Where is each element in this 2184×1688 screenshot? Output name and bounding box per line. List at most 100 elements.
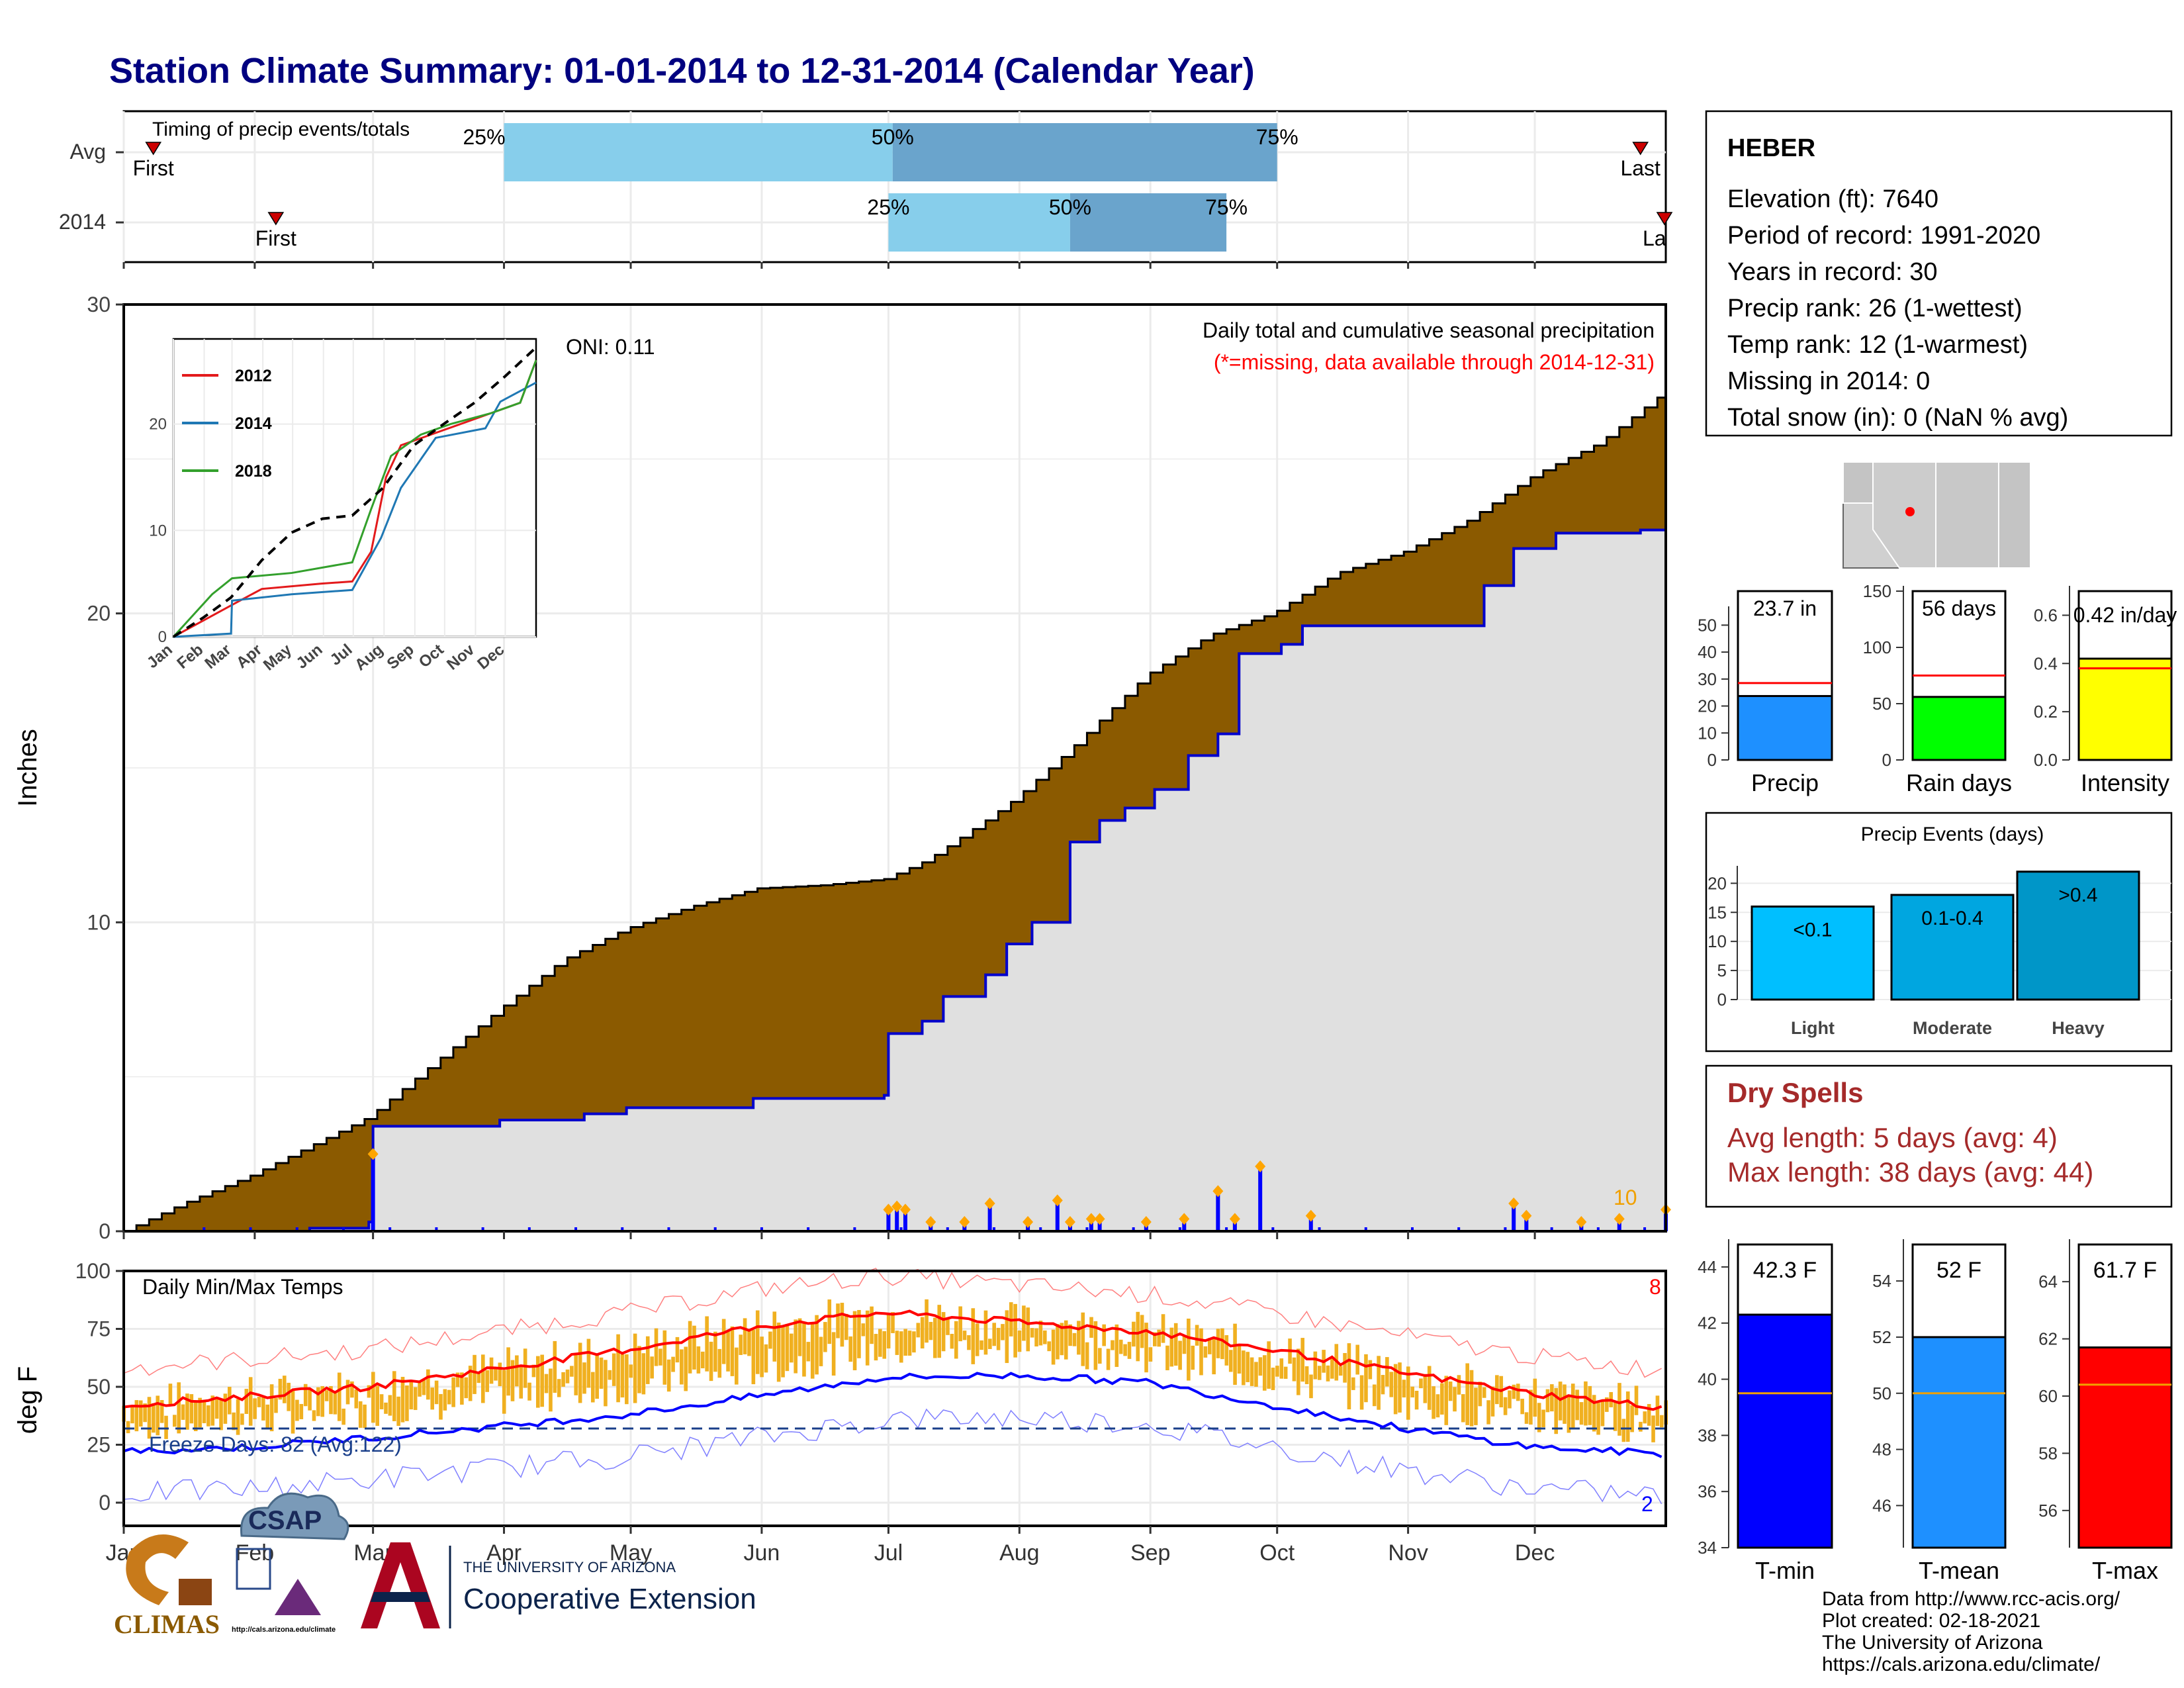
daily-temp-range-bar — [156, 1395, 160, 1436]
inset-y-tick-label: 10 — [149, 522, 167, 539]
small-bar-y-tick-label: 0.4 — [2034, 653, 2058, 673]
timing-label: Timing of precip events/totals — [152, 118, 410, 140]
daily-temp-range-bar — [794, 1319, 797, 1374]
station-line-period: Period of record: 1991-2020 — [1727, 222, 2040, 250]
daily-temp-range-bar — [1228, 1350, 1233, 1372]
daily-temp-range-bar — [1161, 1314, 1165, 1343]
small-bar-y-tick-label: 38 — [1698, 1425, 1717, 1445]
temp-y-tick-label: 75 — [87, 1317, 111, 1341]
daily-temp-range-bar — [1596, 1403, 1600, 1435]
daily-temp-range-bar — [1567, 1394, 1571, 1433]
csap-wordmark: CSAP — [248, 1506, 322, 1535]
small-bar-name: Intensity — [2081, 769, 2169, 796]
daily-temp-range-bar — [925, 1299, 929, 1343]
obs-cumulative-line — [124, 492, 1667, 1233]
daily-temp-range-bar — [1427, 1366, 1432, 1410]
daily-temp-range-bar — [519, 1365, 523, 1399]
month-label: Jun — [744, 1540, 780, 1566]
daily-temp-range-bar — [502, 1370, 506, 1414]
daily-temp-range-bar — [1419, 1378, 1423, 1389]
daily-temp-range-bar — [363, 1404, 367, 1429]
daily-temp-range-bar — [1051, 1329, 1056, 1365]
daily-temp-range-bar — [1005, 1310, 1009, 1364]
precip-note-1: Daily total and cumulative seasonal prec… — [1203, 318, 1655, 342]
daily-temp-range-bar — [882, 1331, 887, 1359]
daily-temp-range-bar — [1448, 1382, 1453, 1401]
dry-spells-avg: Avg length: 5 days (avg: 4) — [1727, 1122, 2058, 1153]
station-line-temp-rank: Temp rank: 12 (1-warmest) — [1727, 331, 2028, 359]
events-bar-label: >0.4 — [2058, 884, 2097, 906]
daily-temp-range-bar — [485, 1370, 489, 1392]
daily-temp-range-bar — [962, 1331, 967, 1340]
daily-temp-range-bar — [612, 1353, 616, 1386]
daily-precip-bar — [1512, 1203, 1516, 1231]
daily-temp-range-bar — [1064, 1320, 1068, 1360]
daily-temp-range-bar — [152, 1403, 156, 1433]
daily-temp-range-bar — [1541, 1409, 1545, 1428]
daily-temp-range-bar — [1444, 1376, 1449, 1425]
daily-temp-range-bar — [988, 1338, 992, 1349]
daily-temp-range-bar — [1326, 1365, 1330, 1382]
daily-temp-range-bar — [1524, 1412, 1529, 1424]
daily-precip-bar — [1410, 1227, 1414, 1231]
temp-y-tick-label: 50 — [87, 1375, 111, 1399]
daily-temp-range-bar — [1038, 1321, 1043, 1346]
daily-temp-range-bar — [510, 1360, 515, 1401]
timing-row-2014-label: 2014 — [59, 210, 106, 234]
daily-temp-range-bar — [418, 1382, 422, 1397]
daily-temp-range-bar — [341, 1408, 345, 1425]
daily-temp-range-bar — [819, 1336, 823, 1366]
daily-temp-range-bar — [274, 1398, 278, 1413]
daily-temp-range-bar — [760, 1336, 764, 1378]
daily-temp-range-bar — [354, 1389, 359, 1409]
daily-temp-range-bar — [1584, 1381, 1588, 1426]
daily-temp-range-bar — [688, 1321, 692, 1374]
daily-temp-range-bar — [455, 1372, 460, 1387]
daily-temp-range-bar — [1144, 1323, 1148, 1373]
daily-temp-range-bar — [696, 1346, 701, 1374]
csap-url: http://cals.arizona.edu/climate — [232, 1626, 336, 1634]
precip-events-panel: Precip Events (days) <0.1 Light 0.1-0.4 Mod… — [1705, 812, 2173, 1053]
timing-bar-50-75 — [892, 123, 1277, 181]
daily-temp-range-bar — [1643, 1411, 1647, 1424]
daily-temp-range-bar — [159, 1399, 164, 1423]
daily-temp-range-bar — [1406, 1366, 1410, 1420]
daily-temp-range-bar — [303, 1383, 308, 1407]
daily-temp-range-bar — [523, 1348, 527, 1388]
daily-precip-bar — [1524, 1215, 1529, 1231]
small-bar-y-tick-label: 0.0 — [2034, 750, 2058, 770]
inset-series-2014 — [173, 381, 537, 638]
daily-temp-range-bar — [1106, 1348, 1111, 1370]
daily-precip-marker — [1085, 1213, 1097, 1225]
daily-precip-marker — [1140, 1216, 1152, 1228]
daily-temp-range-bar — [1191, 1345, 1195, 1370]
timing-p50-label: 50% — [1049, 195, 1091, 219]
daily-temp-range-bar — [1313, 1351, 1318, 1380]
daily-temp-range-bar — [1414, 1390, 1419, 1410]
inset-series-2018 — [172, 359, 537, 638]
daily-temp-range-bar — [692, 1325, 696, 1370]
small-bar-y-tick-label: 0.6 — [2034, 605, 2058, 625]
daily-temp-range-bar — [1588, 1385, 1592, 1425]
daily-precip-bar — [1258, 1166, 1263, 1231]
daily-precip-marker — [1179, 1213, 1190, 1225]
daily-precip-bar — [1216, 1191, 1220, 1231]
daily-temp-range-bar — [1570, 1383, 1575, 1429]
daily-temp-range-bar — [1474, 1387, 1478, 1425]
daily-temp-range-bar — [1503, 1397, 1508, 1415]
daily-temp-range-bar — [1173, 1323, 1178, 1366]
daily-temp-range-bar — [1297, 1348, 1300, 1395]
daily-precip-marker — [984, 1197, 995, 1209]
daily-temp-range-bar — [1440, 1383, 1444, 1415]
daily-precip-bar — [853, 1227, 856, 1231]
small-bar-y-tick-label: 64 — [2038, 1272, 2058, 1291]
events-y-tick-label: 15 — [1707, 902, 1727, 922]
daily-temp-range-bar — [223, 1393, 228, 1424]
timing-first-label: First — [133, 156, 174, 180]
daily-temp-range-bar — [337, 1372, 341, 1421]
daily-temp-range-bar — [544, 1374, 549, 1393]
daily-precip-marker — [1614, 1213, 1625, 1225]
daily-temp-range-bar — [320, 1386, 325, 1417]
daily-precip-bar — [1643, 1227, 1647, 1231]
daily-precip-bar — [713, 1227, 717, 1231]
